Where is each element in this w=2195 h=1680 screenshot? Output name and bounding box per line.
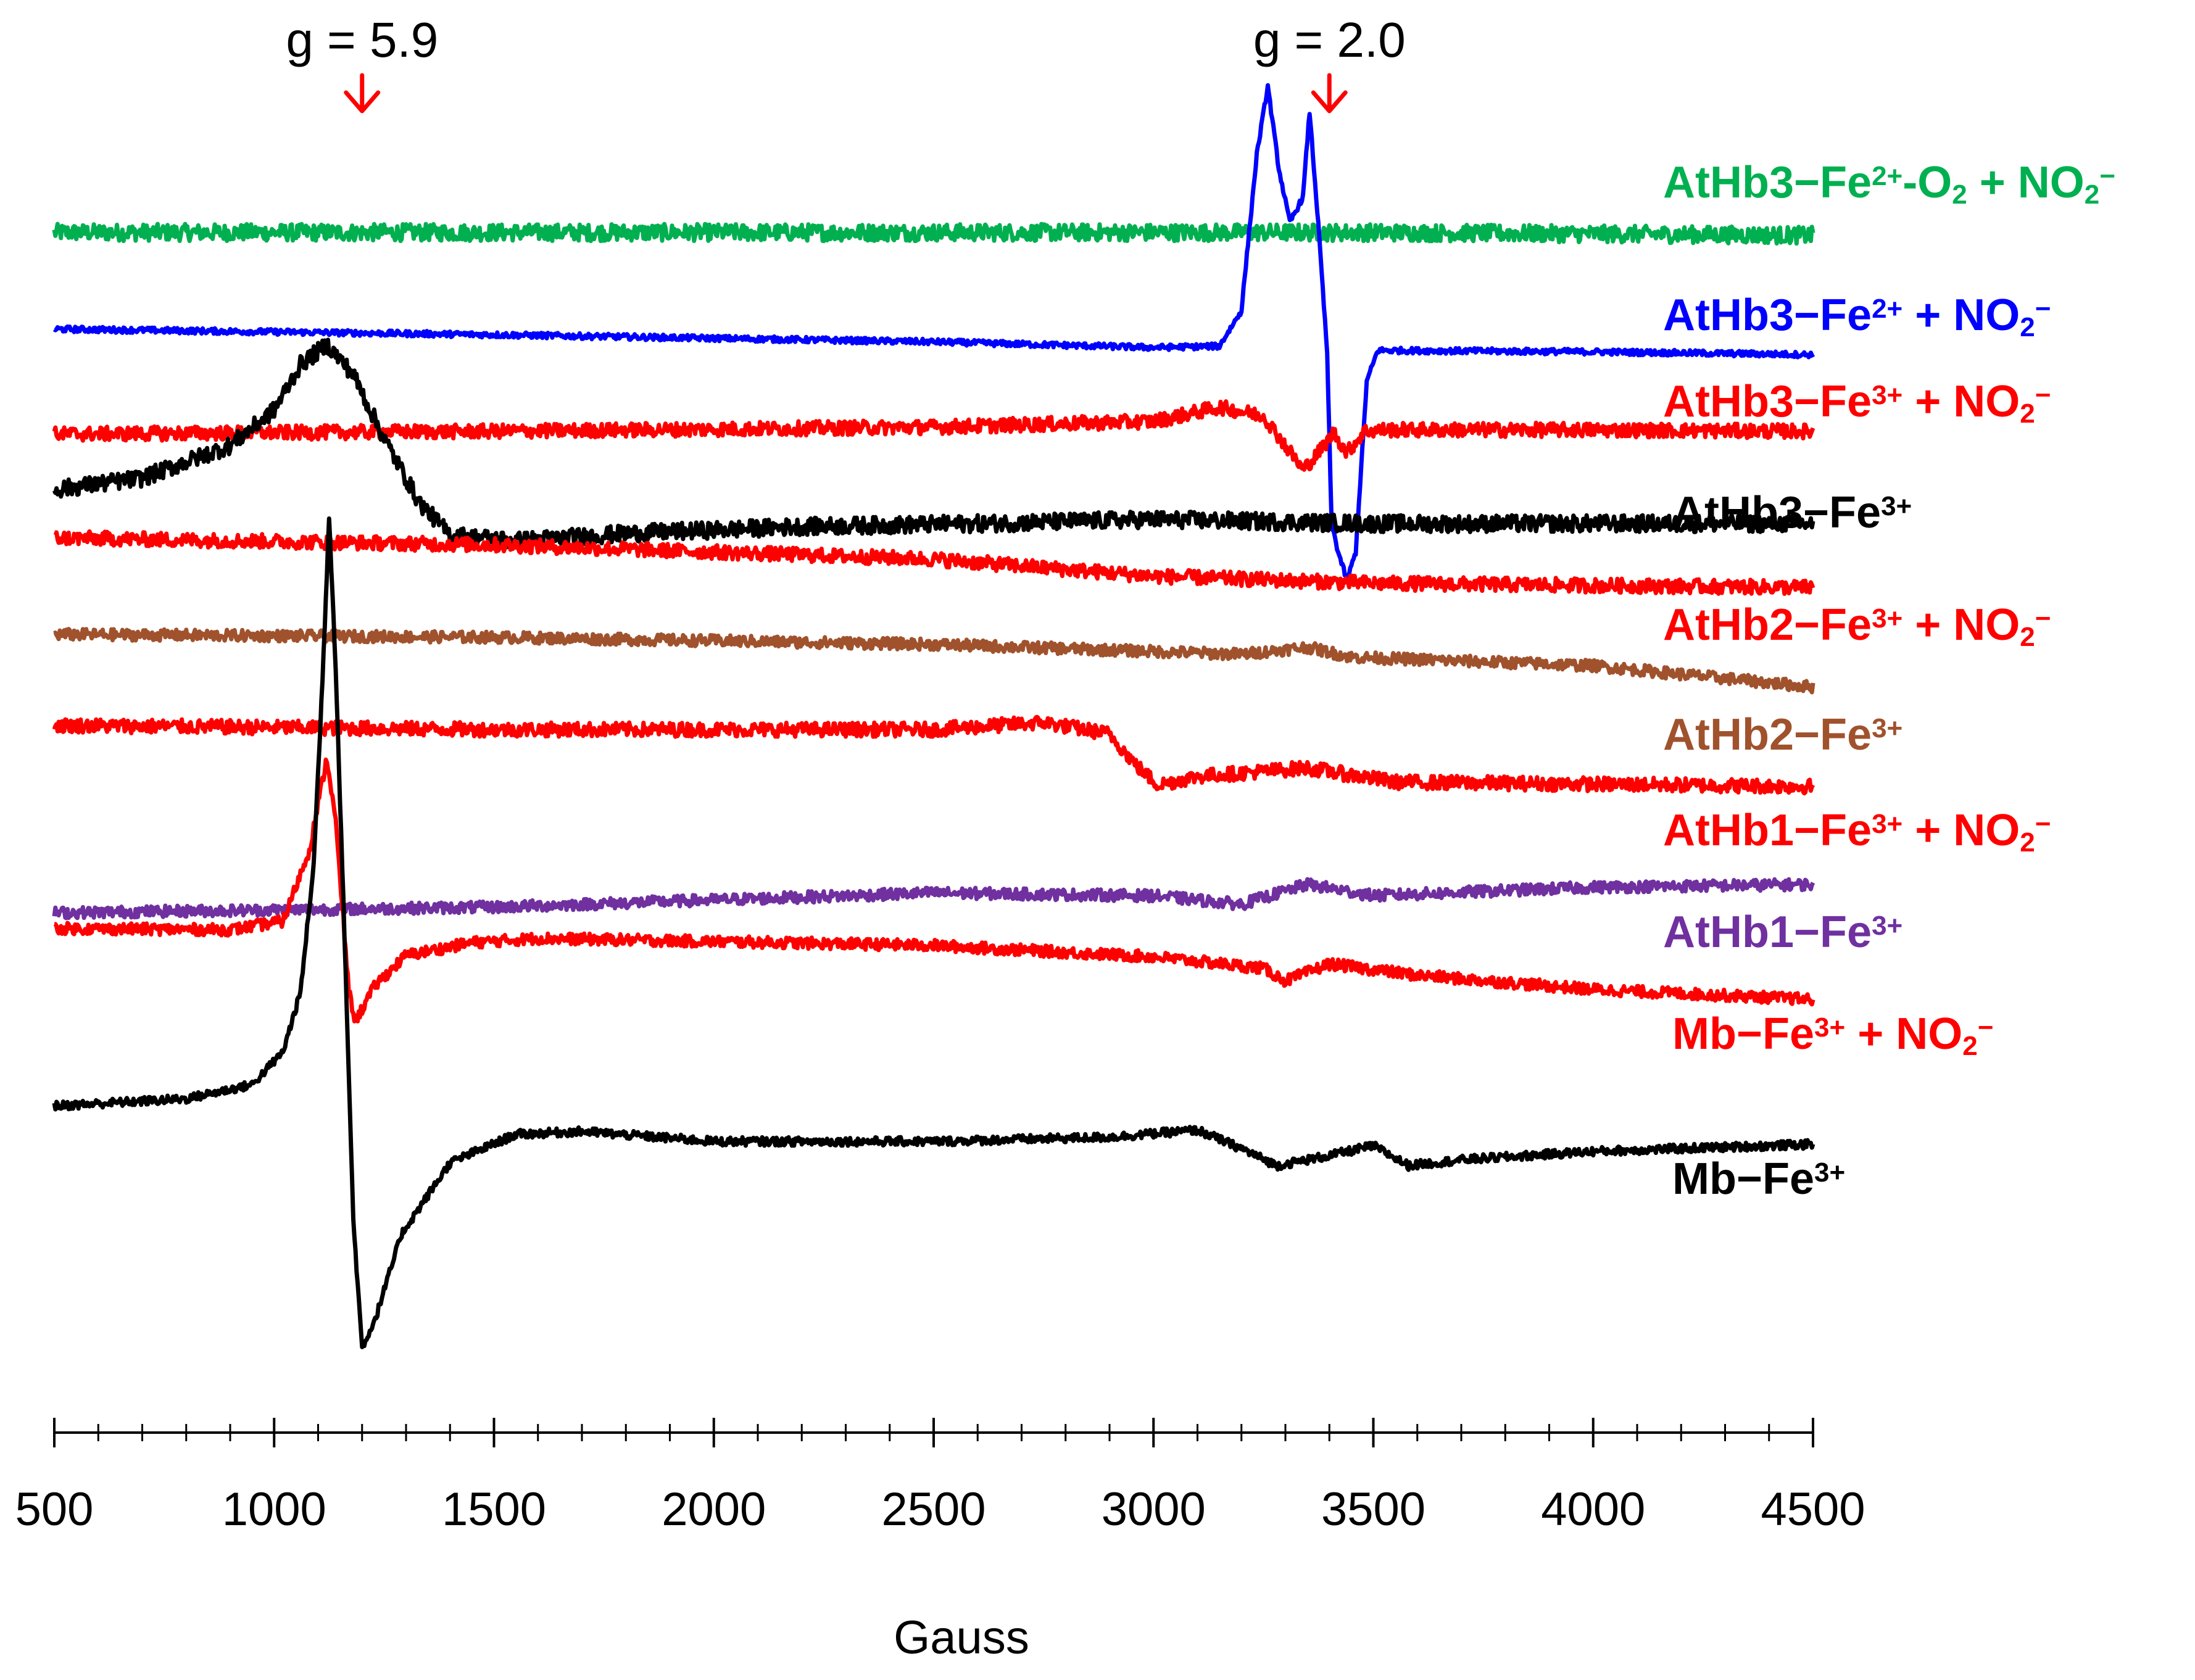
annotation-label-g20: g = 2.0 <box>1253 12 1406 67</box>
trace-s4 <box>52 337 1815 551</box>
annotation-arrow-g59 <box>344 73 381 114</box>
series-label-s5: AtHb2−Fe3+ + NO2− <box>1663 600 2051 652</box>
trace-s6 <box>52 627 1815 695</box>
x-major-ticks <box>53 1418 1814 1447</box>
x-tick-label: 500 <box>15 1483 94 1536</box>
x-axis: 500 1000 1500 2000 2500 3000 3500 4000 4500 Gaus… <box>15 1418 1865 1664</box>
annotation-arrow-g20 <box>1311 73 1348 114</box>
g-value-annotations: g = 5.9 g = 2.0 <box>286 12 1406 114</box>
series-label-s8: AtHb1−Fe3+ <box>1663 908 1902 957</box>
series-labels: AtHb3−Fe2+-O2 + NO2− AtHb3−Fe2+ + NO2− AtH… <box>1663 158 2115 1204</box>
x-axis-title: Gauss <box>894 1612 1029 1664</box>
trace-s8 <box>52 877 1815 921</box>
series-label-s2: AtHb3−Fe2+ + NO2− <box>1663 291 2051 342</box>
series-label-s4: AtHb3−Fe3+ <box>1672 488 1912 537</box>
x-tick-label: 3000 <box>1102 1483 1206 1536</box>
spectrum-traces <box>52 83 1815 1349</box>
trace-s3 <box>52 399 1815 472</box>
trace-s10 <box>52 516 1815 1349</box>
x-tick-label: 1000 <box>222 1483 326 1536</box>
x-tick-label: 2500 <box>881 1483 985 1536</box>
x-minor-ticks <box>97 1424 1770 1441</box>
x-tick-labels: 500 1000 1500 2000 2500 3000 3500 4000 4500 <box>15 1483 1865 1536</box>
series-label-s6: AtHb2−Fe3+ <box>1663 710 1902 759</box>
x-tick-label: 4000 <box>1541 1483 1645 1536</box>
trace-s2 <box>52 83 1815 581</box>
x-tick-label: 4500 <box>1761 1483 1865 1536</box>
x-tick-label: 2000 <box>662 1483 766 1536</box>
series-label-s9: Mb−Fe3+ + NO2− <box>1672 1009 1993 1061</box>
series-label-s1: AtHb3−Fe2+-O2 + NO2− <box>1663 158 2115 210</box>
annotation-label-g59: g = 5.9 <box>286 12 438 67</box>
plot-area <box>52 83 1815 1349</box>
trace-s5 <box>53 529 1815 596</box>
series-label-s7: AtHb1−Fe3+ + NO2− <box>1663 806 2051 858</box>
trace-s7 <box>52 714 1815 796</box>
series-label-s10: Mb−Fe3+ <box>1672 1154 1845 1204</box>
trace-s1 <box>52 221 1815 246</box>
x-tick-label: 3500 <box>1321 1483 1425 1536</box>
series-label-s3: AtHb3−Fe3+ + NO2− <box>1663 377 2051 429</box>
x-tick-label: 1500 <box>442 1483 546 1536</box>
